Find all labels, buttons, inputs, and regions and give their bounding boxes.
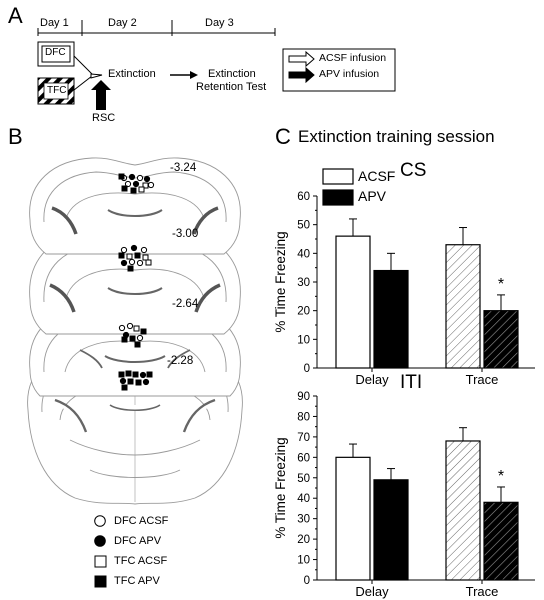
y-tick-label: 40	[297, 493, 310, 505]
bar-acsf-delay	[335, 456, 371, 581]
panel-c-title: Extinction training session	[298, 127, 495, 146]
placement-legend-symbols	[94, 515, 107, 588]
legend-apv-label: APV	[358, 188, 387, 204]
acsf-apv-legend-swatches	[322, 168, 354, 206]
x-tick-label: Trace	[466, 584, 499, 599]
x-tick-label: Trace	[466, 372, 499, 387]
x-tick-label: Delay	[355, 372, 389, 387]
legend-acsf-infusion: ACSF infusion	[319, 52, 387, 64]
brain-section-2	[29, 231, 241, 335]
legend-swatch-acsf	[322, 168, 354, 185]
apv-infusion-icon	[288, 66, 315, 84]
extinction-label: Extinction	[108, 68, 156, 80]
y-tick-label: 50	[297, 473, 310, 485]
bar-apv-trace	[483, 310, 519, 369]
legend-apv-infusion: APV infusion	[319, 68, 380, 80]
y-tick-label: 10	[297, 555, 310, 567]
section-label-1: -3.24	[170, 162, 197, 174]
placement-markers-section-4	[118, 370, 153, 391]
infusion-legend-box	[282, 48, 396, 92]
legend-dfc-acsf: DFC ACSF	[114, 515, 169, 527]
acsf-infusion-icon	[288, 50, 315, 68]
y-axis-label: % Time Freezing	[273, 231, 288, 332]
y-tick-label: 60	[297, 191, 310, 203]
brain-section-1	[29, 157, 241, 255]
day3-label: Day 3	[205, 17, 234, 29]
y-tick-label: 60	[297, 452, 310, 464]
bar-apv-delay	[373, 479, 409, 581]
chart-cs: CS 0 10 20 30 40 50 60 % Time Freezing Delay Trace…	[273, 160, 535, 387]
chart-title: CS	[400, 160, 426, 181]
legend-dfc-apv: DFC APV	[114, 535, 162, 547]
bar-acsf-trace	[445, 244, 481, 369]
bar-acsf-trace	[445, 440, 481, 581]
y-tick-label: 80	[297, 411, 310, 423]
retention-label-1: Extinction	[208, 68, 256, 80]
tfc-apv-symbol	[94, 575, 107, 588]
section-label-4: -2.28	[167, 355, 194, 367]
placement-markers-section-1	[118, 173, 155, 194]
legend-tfc-acsf: TFC ACSF	[114, 555, 168, 567]
section-label-2: -3.00	[172, 228, 199, 240]
y-tick-label: 50	[297, 220, 310, 232]
panel-b-letter: B	[8, 124, 23, 149]
chart-title: ITI	[400, 372, 422, 393]
day1-label: Day 1	[40, 17, 69, 29]
dfc-label: DFC	[45, 47, 66, 58]
significance-marker: *	[498, 468, 504, 485]
freezing-bar-charts: CS 0 10 20 30 40 50 60 % Time Freezing Delay Trace…	[273, 160, 535, 599]
legend-tfc-apv: TFC APV	[114, 575, 160, 587]
day2-label: Day 2	[108, 17, 137, 29]
panel-a-diagram	[37, 20, 396, 110]
dfc-acsf-symbol	[94, 515, 106, 527]
y-tick-label: 10	[297, 334, 310, 346]
rsc-label: RSC	[92, 112, 116, 124]
y-tick-label: 0	[304, 363, 310, 375]
x-tick-label: Delay	[355, 584, 389, 599]
bar-apv-delay	[373, 269, 409, 369]
y-tick-label: 70	[297, 432, 310, 444]
y-tick-label: 0	[304, 575, 310, 587]
y-tick-label: 90	[297, 391, 310, 403]
tfc-label: TFC	[47, 85, 67, 96]
legend-swatch-apv	[322, 189, 354, 206]
y-tick-label: 30	[297, 277, 310, 289]
placement-markers-section-2	[118, 244, 152, 272]
significance-marker: *	[498, 276, 504, 293]
section-label-3: -2.64	[172, 298, 199, 310]
retention-label-2: Retention Test	[196, 81, 267, 93]
panel-c-letter: C	[275, 124, 291, 149]
y-tick-label: 40	[297, 248, 310, 260]
y-axis-label: % Time Freezing	[273, 437, 288, 538]
bar-apv-trace	[483, 501, 519, 581]
rsc-arrow	[91, 80, 111, 110]
chart-iti: ITI 0 10 20 30 40 50 60 70 80 90 % Time Freezing Del…	[273, 372, 535, 599]
brain-sections	[27, 157, 243, 505]
placement-markers-section-3	[118, 322, 147, 348]
y-tick-label: 20	[297, 306, 310, 318]
tfc-acsf-symbol	[94, 555, 107, 568]
bar-acsf-delay	[335, 235, 371, 369]
panel-a-letter: A	[8, 3, 23, 28]
y-tick-label: 20	[297, 534, 310, 546]
legend-acsf-label: ACSF	[358, 168, 396, 184]
y-tick-label: 30	[297, 514, 310, 526]
dfc-apv-symbol	[94, 535, 106, 547]
